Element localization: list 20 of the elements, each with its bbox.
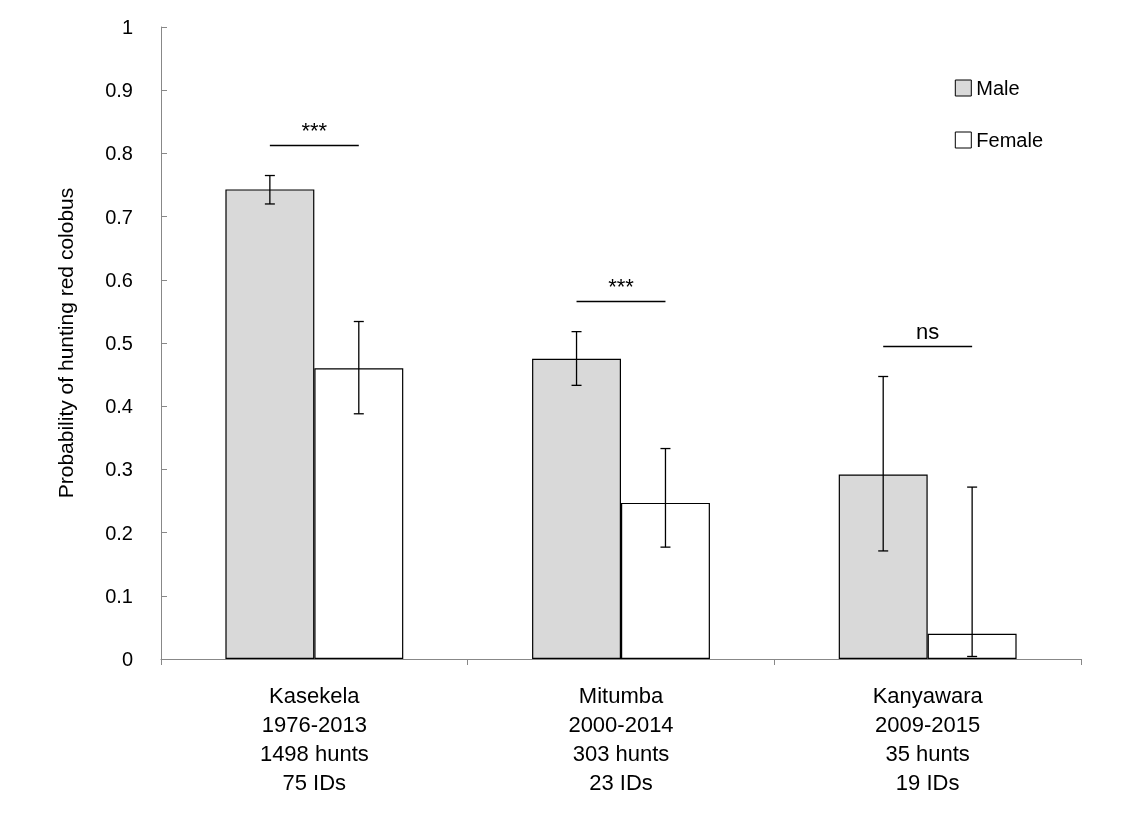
y-tick-label: 0.8: [105, 142, 133, 165]
y-axis-title: Probability of hunting red colobus: [54, 187, 77, 499]
y-tick-label: 1: [121, 16, 133, 38]
annotation: ns: [916, 319, 940, 344]
legend-label: Female: [976, 129, 1044, 151]
y-tick-label: 0.9: [105, 79, 133, 102]
y-tick-label: 0.4: [105, 395, 133, 418]
y-tick-label: 0.1: [105, 584, 133, 607]
y-tick-label: 0.3: [105, 458, 133, 481]
x-tick-label: Kasekela 1976-2013 1498 hunts 75 IDs: [259, 683, 369, 795]
y-tick-label: 0.2: [105, 521, 133, 544]
x-tick-label: Mitumba 2000-2014 303 hunts 23 IDs: [568, 683, 674, 795]
legend-label: Male: [976, 77, 1020, 99]
y-tick-label: 0: [121, 648, 133, 670]
y-tick-label: 0.6: [105, 268, 133, 291]
annotation: ***: [608, 274, 635, 300]
annotation: ***: [301, 118, 328, 144]
y-tick-label: 0.7: [105, 205, 133, 228]
x-tick-label: Kanyawara 2009-2015 35 hunts 19 IDs: [872, 683, 984, 795]
y-tick-label: 0.5: [105, 332, 133, 354]
